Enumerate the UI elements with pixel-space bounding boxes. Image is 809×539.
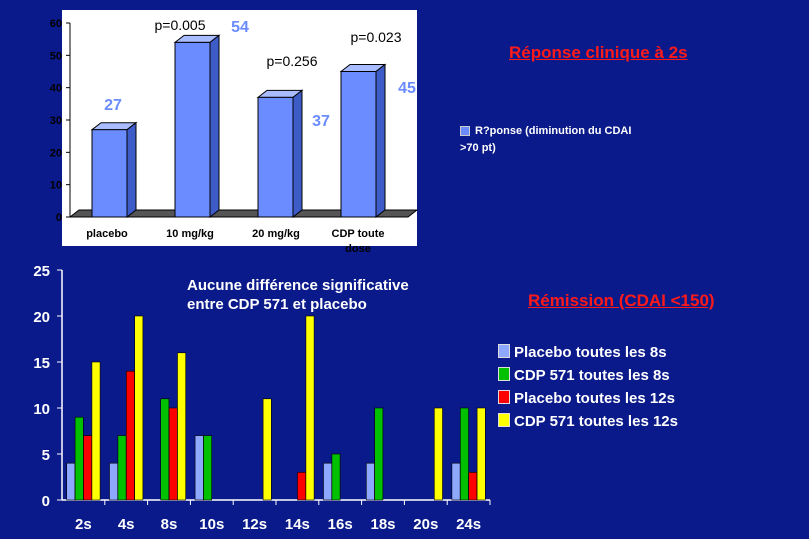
chart1-y-tick-label: 0 <box>56 212 62 224</box>
legend-swatch <box>460 126 470 137</box>
chart2-bar <box>134 315 144 501</box>
chart2-legend: Placebo toutes les 8s CDP 571 toutes les… <box>498 343 678 435</box>
chart1-x-tick-label: CDP toute <box>332 228 385 240</box>
chart1-y-tick-label: 20 <box>50 147 62 159</box>
chart2-y-tick-label: 5 <box>42 447 50 464</box>
chart2-bar <box>74 416 84 501</box>
chart1-data-label: 54 <box>231 19 249 36</box>
legend-item-cdp-12s: CDP 571 toutes les 12s <box>498 412 678 435</box>
chart2-bar <box>262 398 272 501</box>
chart2-bar <box>83 435 92 501</box>
chart2-bar <box>168 407 178 501</box>
legend-label: Placebo toutes les 8s <box>514 344 667 361</box>
chart1-bar <box>340 71 377 218</box>
chart1-bar <box>257 96 294 218</box>
chart1-y-tick-label: 40 <box>50 83 62 95</box>
chart2-bar <box>433 407 443 501</box>
chart1-data-label: 27 <box>104 97 122 114</box>
chart2-bar <box>468 472 478 501</box>
chart2-x-tick-label: 10s <box>199 516 224 533</box>
chart1-bar-side <box>126 121 137 219</box>
chart2-y-tick-label: 10 <box>33 401 50 418</box>
legend-label: Placebo toutes les 12s <box>514 390 675 407</box>
chart1-legend: R?ponse (diminution du CDAI >70 pt) <box>460 123 635 157</box>
chart1-bar <box>174 41 211 218</box>
chart1-x-tick-label: 10 mg/kg <box>166 228 214 240</box>
chart2-title: Rémission (CDAI <150) <box>528 291 715 310</box>
chart2-bar <box>297 472 306 501</box>
chart2-y-tick-label: 15 <box>33 355 50 372</box>
chart1-data-label: 37 <box>312 113 330 130</box>
chart2-x-tick-label: 14s <box>285 516 310 533</box>
chart2-x-tick-label: 4s <box>118 516 135 533</box>
chart2-y-tick-label: 20 <box>33 309 50 326</box>
chart2-x-tick-label: 8s <box>161 516 178 533</box>
chart2-bar <box>177 352 186 501</box>
chart2-bar <box>305 315 315 501</box>
chart2-bar <box>459 407 469 501</box>
chart2-bar <box>203 435 212 501</box>
chart2-x-tick-label: 24s <box>456 516 481 533</box>
annotation-line-1: Aucune différence significative <box>187 277 409 294</box>
chart2-bar <box>323 462 332 501</box>
chart2-bar <box>451 462 461 501</box>
legend-label: CDP 571 toutes les 8s <box>514 367 670 384</box>
chart2-bar <box>109 462 118 501</box>
legend-item-cdp-8s: CDP 571 toutes les 8s <box>498 366 678 389</box>
legend-label: R?ponse (diminution du CDAI >70 pt) <box>460 125 632 154</box>
chart2-y-tick-label: 25 <box>33 263 50 280</box>
chart2-bar <box>160 398 170 501</box>
legend-item-placebo-8s: Placebo toutes les 8s <box>498 343 678 366</box>
chart2-bar <box>374 407 384 501</box>
annotation-line-2: entre CDP 571 et placebo <box>187 296 367 313</box>
chart2-bar <box>476 407 486 501</box>
chart1-x-tick-label: 20 mg/kg <box>252 228 300 240</box>
chart1-x-tick-label: dose <box>345 243 371 255</box>
chart1-y-tick-label: 60 <box>50 18 62 30</box>
chart1-p-value: p=0.256 <box>267 53 318 69</box>
chart2-bar <box>126 370 135 501</box>
chart2-bar <box>66 462 76 501</box>
chart1-x-tick-label: placebo <box>86 228 128 240</box>
legend-swatch <box>498 344 510 358</box>
chart1-y-tick-label: 50 <box>50 50 62 62</box>
chart2-y-tick-label: 0 <box>42 493 50 510</box>
chart2-bar <box>117 435 127 501</box>
chart2-x-tick-label: 16s <box>328 516 353 533</box>
chart2-bar <box>91 361 101 501</box>
chart2-annotation: Aucune différence significative entre CD… <box>187 276 409 314</box>
chart1-p-value: p=0.005 <box>155 17 206 33</box>
legend-item-placebo-12s: Placebo toutes les 12s <box>498 389 678 412</box>
chart2-bar <box>331 453 341 501</box>
chart1-bar <box>91 129 128 218</box>
chart1-bar-side <box>375 63 386 219</box>
chart1-data-label: 45 <box>398 80 416 97</box>
legend-swatch <box>498 413 510 427</box>
chart1-floor <box>68 209 419 218</box>
chart1-p-value: p=0.023 <box>351 29 402 45</box>
chart2-x-tick-label: 2s <box>75 516 92 533</box>
chart2-x-tick-label: 20s <box>413 516 438 533</box>
chart2-bar <box>365 462 375 501</box>
legend-swatch <box>498 367 510 381</box>
chart1-y-tick-label: 30 <box>50 115 62 127</box>
chart1-bar-side <box>292 89 303 219</box>
chart1-bar-side <box>209 34 220 219</box>
legend-label: CDP 571 toutes les 12s <box>514 413 678 430</box>
chart1-title: Réponse clinique à 2s <box>509 43 688 62</box>
chart1-y-tick-label: 10 <box>50 180 62 192</box>
chart2-x-tick-label: 12s <box>242 516 267 533</box>
chart2-x-tick-label: 18s <box>370 516 395 533</box>
legend-swatch <box>498 390 510 404</box>
chart2-bar <box>194 435 204 501</box>
